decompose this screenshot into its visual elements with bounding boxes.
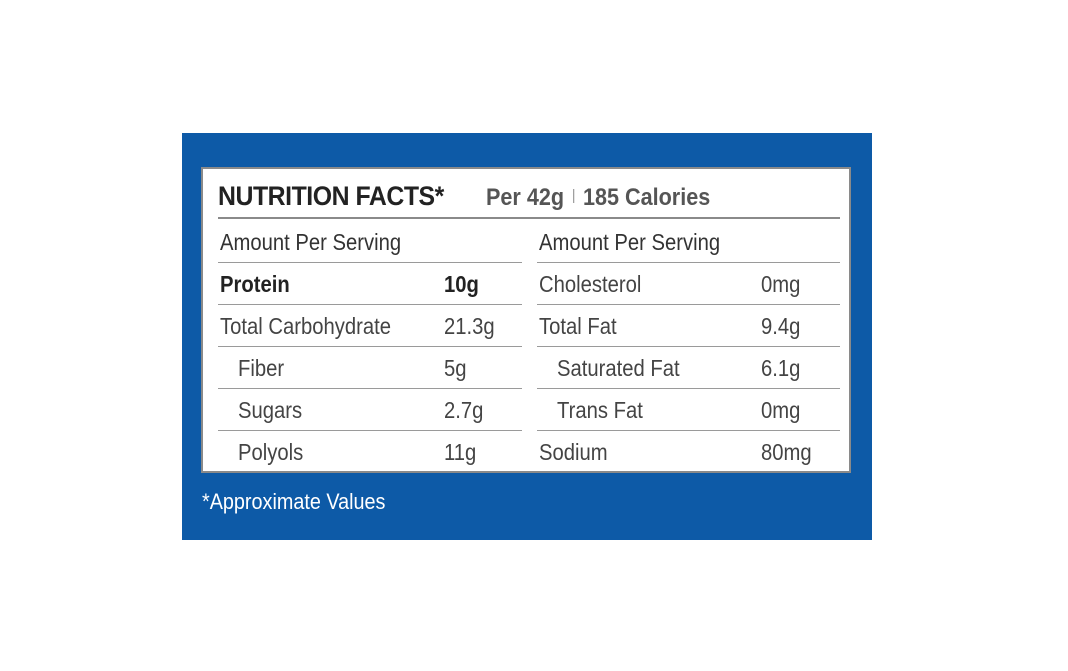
nutrient-value: 6.1g xyxy=(761,355,801,381)
nutrition-title: NUTRITION FACTS* xyxy=(218,181,444,211)
nutrient-name: Total Carbohydrate xyxy=(220,313,392,339)
nutrient-name: Cholesterol xyxy=(539,271,642,297)
nutrient-row-fiber: Fiber 5g xyxy=(218,347,522,389)
right-header-row: Amount Per Serving xyxy=(537,221,840,263)
serving-info: Per 42g 185 Calories xyxy=(486,184,710,212)
nutrition-panel: NUTRITION FACTS* Per 42g 185 Calories Amo… xyxy=(182,133,872,540)
nutrient-row-protein: Protein 10g xyxy=(218,263,522,305)
nutrient-value: 2.7g xyxy=(444,397,484,423)
nutrition-facts-card: NUTRITION FACTS* Per 42g 185 Calories Amo… xyxy=(201,167,851,473)
left-column: Amount Per Serving Protein 10g Total Car… xyxy=(218,221,522,475)
nutrient-row-total-fat: Total Fat 9.4g xyxy=(537,305,840,347)
nutrient-row-polyols: Polyols 11g xyxy=(218,431,522,473)
nutrient-row-sugars: Sugars 2.7g xyxy=(218,389,522,431)
serving-size: Per 42g xyxy=(486,184,565,211)
right-column: Amount Per Serving Cholesterol 0mg Total… xyxy=(537,221,840,475)
nutrient-name: Total Fat xyxy=(539,313,617,339)
nutrient-row-saturated-fat: Saturated Fat 6.1g xyxy=(537,347,840,389)
nutrient-name: Saturated Fat xyxy=(557,355,680,381)
calories: 185 Calories xyxy=(582,184,711,211)
nutrient-name: Trans Fat xyxy=(557,397,643,423)
nutrient-row-trans-fat: Trans Fat 0mg xyxy=(537,389,840,431)
nutrient-name: Sodium xyxy=(539,439,608,465)
left-header-row: Amount Per Serving xyxy=(218,221,522,263)
nutrient-value: 80mg xyxy=(761,439,812,465)
nutrient-value: 0mg xyxy=(761,271,801,297)
nutrient-value: 10g xyxy=(444,271,479,297)
nutrient-name: Sugars xyxy=(238,397,303,423)
nutrition-title-row: NUTRITION FACTS* Per 42g 185 Calories xyxy=(218,181,840,219)
nutrient-name: Polyols xyxy=(238,439,304,465)
nutrient-name: Fiber xyxy=(238,355,285,381)
right-header: Amount Per Serving xyxy=(539,229,721,255)
nutrient-value: 9.4g xyxy=(761,313,801,339)
left-header: Amount Per Serving xyxy=(220,229,402,255)
nutrient-value: 21.3g xyxy=(444,313,495,339)
nutrient-value: 0mg xyxy=(761,397,801,423)
nutrient-value: 5g xyxy=(444,355,467,381)
nutrient-row-total-carbohydrate: Total Carbohydrate 21.3g xyxy=(218,305,522,347)
nutrient-name: Protein xyxy=(220,271,290,297)
nutrient-value: 11g xyxy=(444,439,477,465)
nutrient-row-sodium: Sodium 80mg xyxy=(537,431,840,473)
footnote: *Approximate Values xyxy=(202,489,386,514)
title-separator xyxy=(573,189,574,203)
nutrient-row-cholesterol: Cholesterol 0mg xyxy=(537,263,840,305)
